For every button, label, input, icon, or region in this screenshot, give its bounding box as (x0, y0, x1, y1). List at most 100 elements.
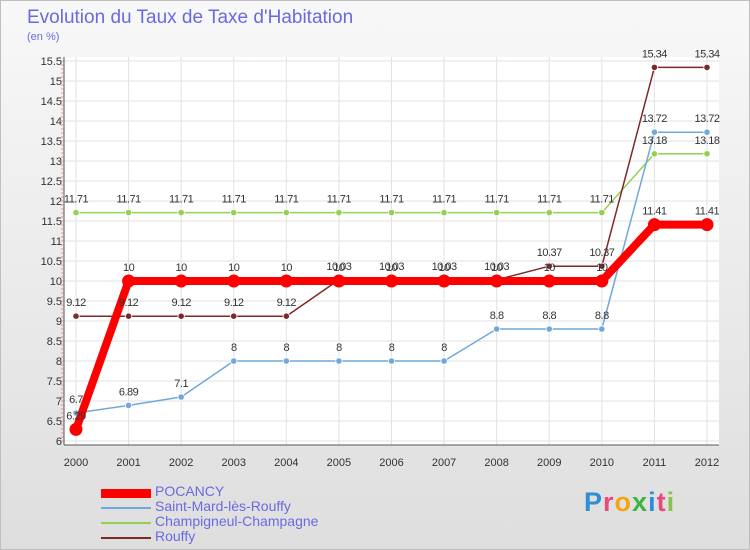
data-label: 9.12 (171, 297, 191, 309)
data-point (227, 274, 241, 288)
data-label: 10 (281, 262, 293, 274)
data-label: 6.89 (119, 386, 139, 398)
x-tick-label: 2003 (222, 457, 246, 469)
data-point (72, 209, 80, 217)
y-tick-label: 11 (51, 236, 62, 248)
data-label: 6.29 (66, 410, 86, 422)
legend-label: Champigneul-Champagne (155, 513, 319, 529)
data-label: 13.18 (642, 135, 667, 147)
logo-letter: x (632, 487, 649, 517)
data-point (650, 128, 659, 136)
y-tick-label: 7 (56, 396, 62, 408)
legend-item: POCANCY (101, 483, 401, 500)
data-label: 10.03 (326, 261, 351, 273)
data-point (69, 422, 83, 436)
data-label: 11.71 (274, 194, 299, 206)
data-point (542, 274, 556, 288)
data-point (598, 209, 606, 217)
y-tick-label: 15.5 (41, 56, 62, 68)
data-label: 8.8 (595, 310, 609, 322)
data-label: 10 (228, 262, 240, 274)
data-label: 13.18 (694, 135, 719, 147)
x-tick-label: 2005 (327, 457, 351, 469)
data-label: 10.37 (537, 247, 562, 259)
y-tick-label: 12 (50, 196, 62, 208)
x-tick-label: 2006 (379, 457, 403, 469)
data-label: 10.03 (432, 261, 457, 273)
legend-item: Champigneul-Champagne (101, 513, 401, 530)
x-tick-label: 2002 (169, 457, 193, 469)
data-label: 11.71 (64, 194, 89, 206)
legend-swatch (101, 507, 151, 509)
legend-label: Saint-Mard-lès-Rouffy (155, 498, 291, 514)
data-label: 6.7 (69, 394, 83, 406)
x-tick-label: 2008 (484, 457, 508, 469)
data-point (177, 393, 185, 401)
data-point (545, 325, 553, 333)
data-point (700, 218, 714, 232)
data-label: 10 (544, 262, 556, 274)
data-label: 10.37 (589, 247, 614, 259)
data-point (650, 63, 659, 72)
data-point (440, 357, 448, 365)
data-point (282, 312, 290, 320)
y-tick-label: 12.5 (41, 176, 62, 188)
y-tick-label: 14.5 (41, 96, 62, 108)
data-label: 11.71 (379, 194, 404, 206)
logo-letter: i (666, 487, 676, 517)
legend-swatch (101, 488, 151, 498)
data-point (545, 262, 553, 270)
proxiti-logo: Proxiti (584, 487, 675, 518)
data-point (545, 209, 553, 217)
data-point (703, 128, 711, 136)
legend-swatch (101, 537, 151, 539)
data-label: 8 (284, 342, 290, 354)
data-point (440, 209, 448, 217)
logo-letter: P (584, 487, 604, 517)
data-label: 11.71 (590, 194, 615, 206)
data-point (598, 325, 606, 333)
y-tick-label: 11.5 (41, 216, 62, 228)
x-tick-label: 2001 (116, 457, 140, 469)
data-point (335, 357, 343, 365)
data-label: 10 (491, 262, 503, 274)
data-label: 10 (596, 262, 608, 274)
logo-letter: t (656, 487, 667, 517)
y-tick-label: 14 (50, 116, 62, 128)
data-label: 9.12 (277, 297, 297, 309)
y-tick-label: 13.5 (41, 136, 62, 148)
data-label: 8.8 (542, 310, 556, 322)
data-point (230, 209, 238, 217)
data-point (598, 262, 606, 270)
data-label: 11.41 (695, 206, 720, 218)
data-label: 10 (176, 262, 188, 274)
data-point (493, 209, 501, 217)
data-point (647, 218, 661, 232)
data-label: 8 (441, 342, 447, 354)
chart-title: Evolution du Taux de Taxe d'Habitation (27, 7, 354, 28)
data-point (279, 274, 293, 288)
legend-label: Rouffy (155, 528, 196, 544)
data-label: 15.34 (694, 48, 719, 60)
data-label: 10 (333, 262, 345, 274)
data-point (124, 209, 133, 217)
data-label: 11.71 (222, 194, 247, 206)
data-point (493, 325, 501, 333)
data-label: 11.71 (432, 194, 457, 206)
y-tick-label: 15 (50, 76, 62, 88)
data-point (177, 312, 185, 320)
data-point (282, 357, 290, 365)
data-label: 9.12 (66, 297, 86, 309)
y-tick-label: 10 (50, 276, 62, 288)
x-tick-label: 2004 (274, 457, 298, 469)
data-point (387, 357, 396, 365)
data-label: 8.8 (490, 310, 504, 322)
data-label: 10 (123, 262, 135, 274)
legend-label: POCANCY (155, 483, 225, 499)
data-point (385, 274, 398, 288)
y-tick-label: 9.5 (47, 296, 62, 308)
data-point (174, 274, 188, 288)
data-point (177, 209, 185, 217)
x-tick-label: 2012 (695, 457, 719, 469)
x-tick-label: 2011 (643, 457, 667, 469)
